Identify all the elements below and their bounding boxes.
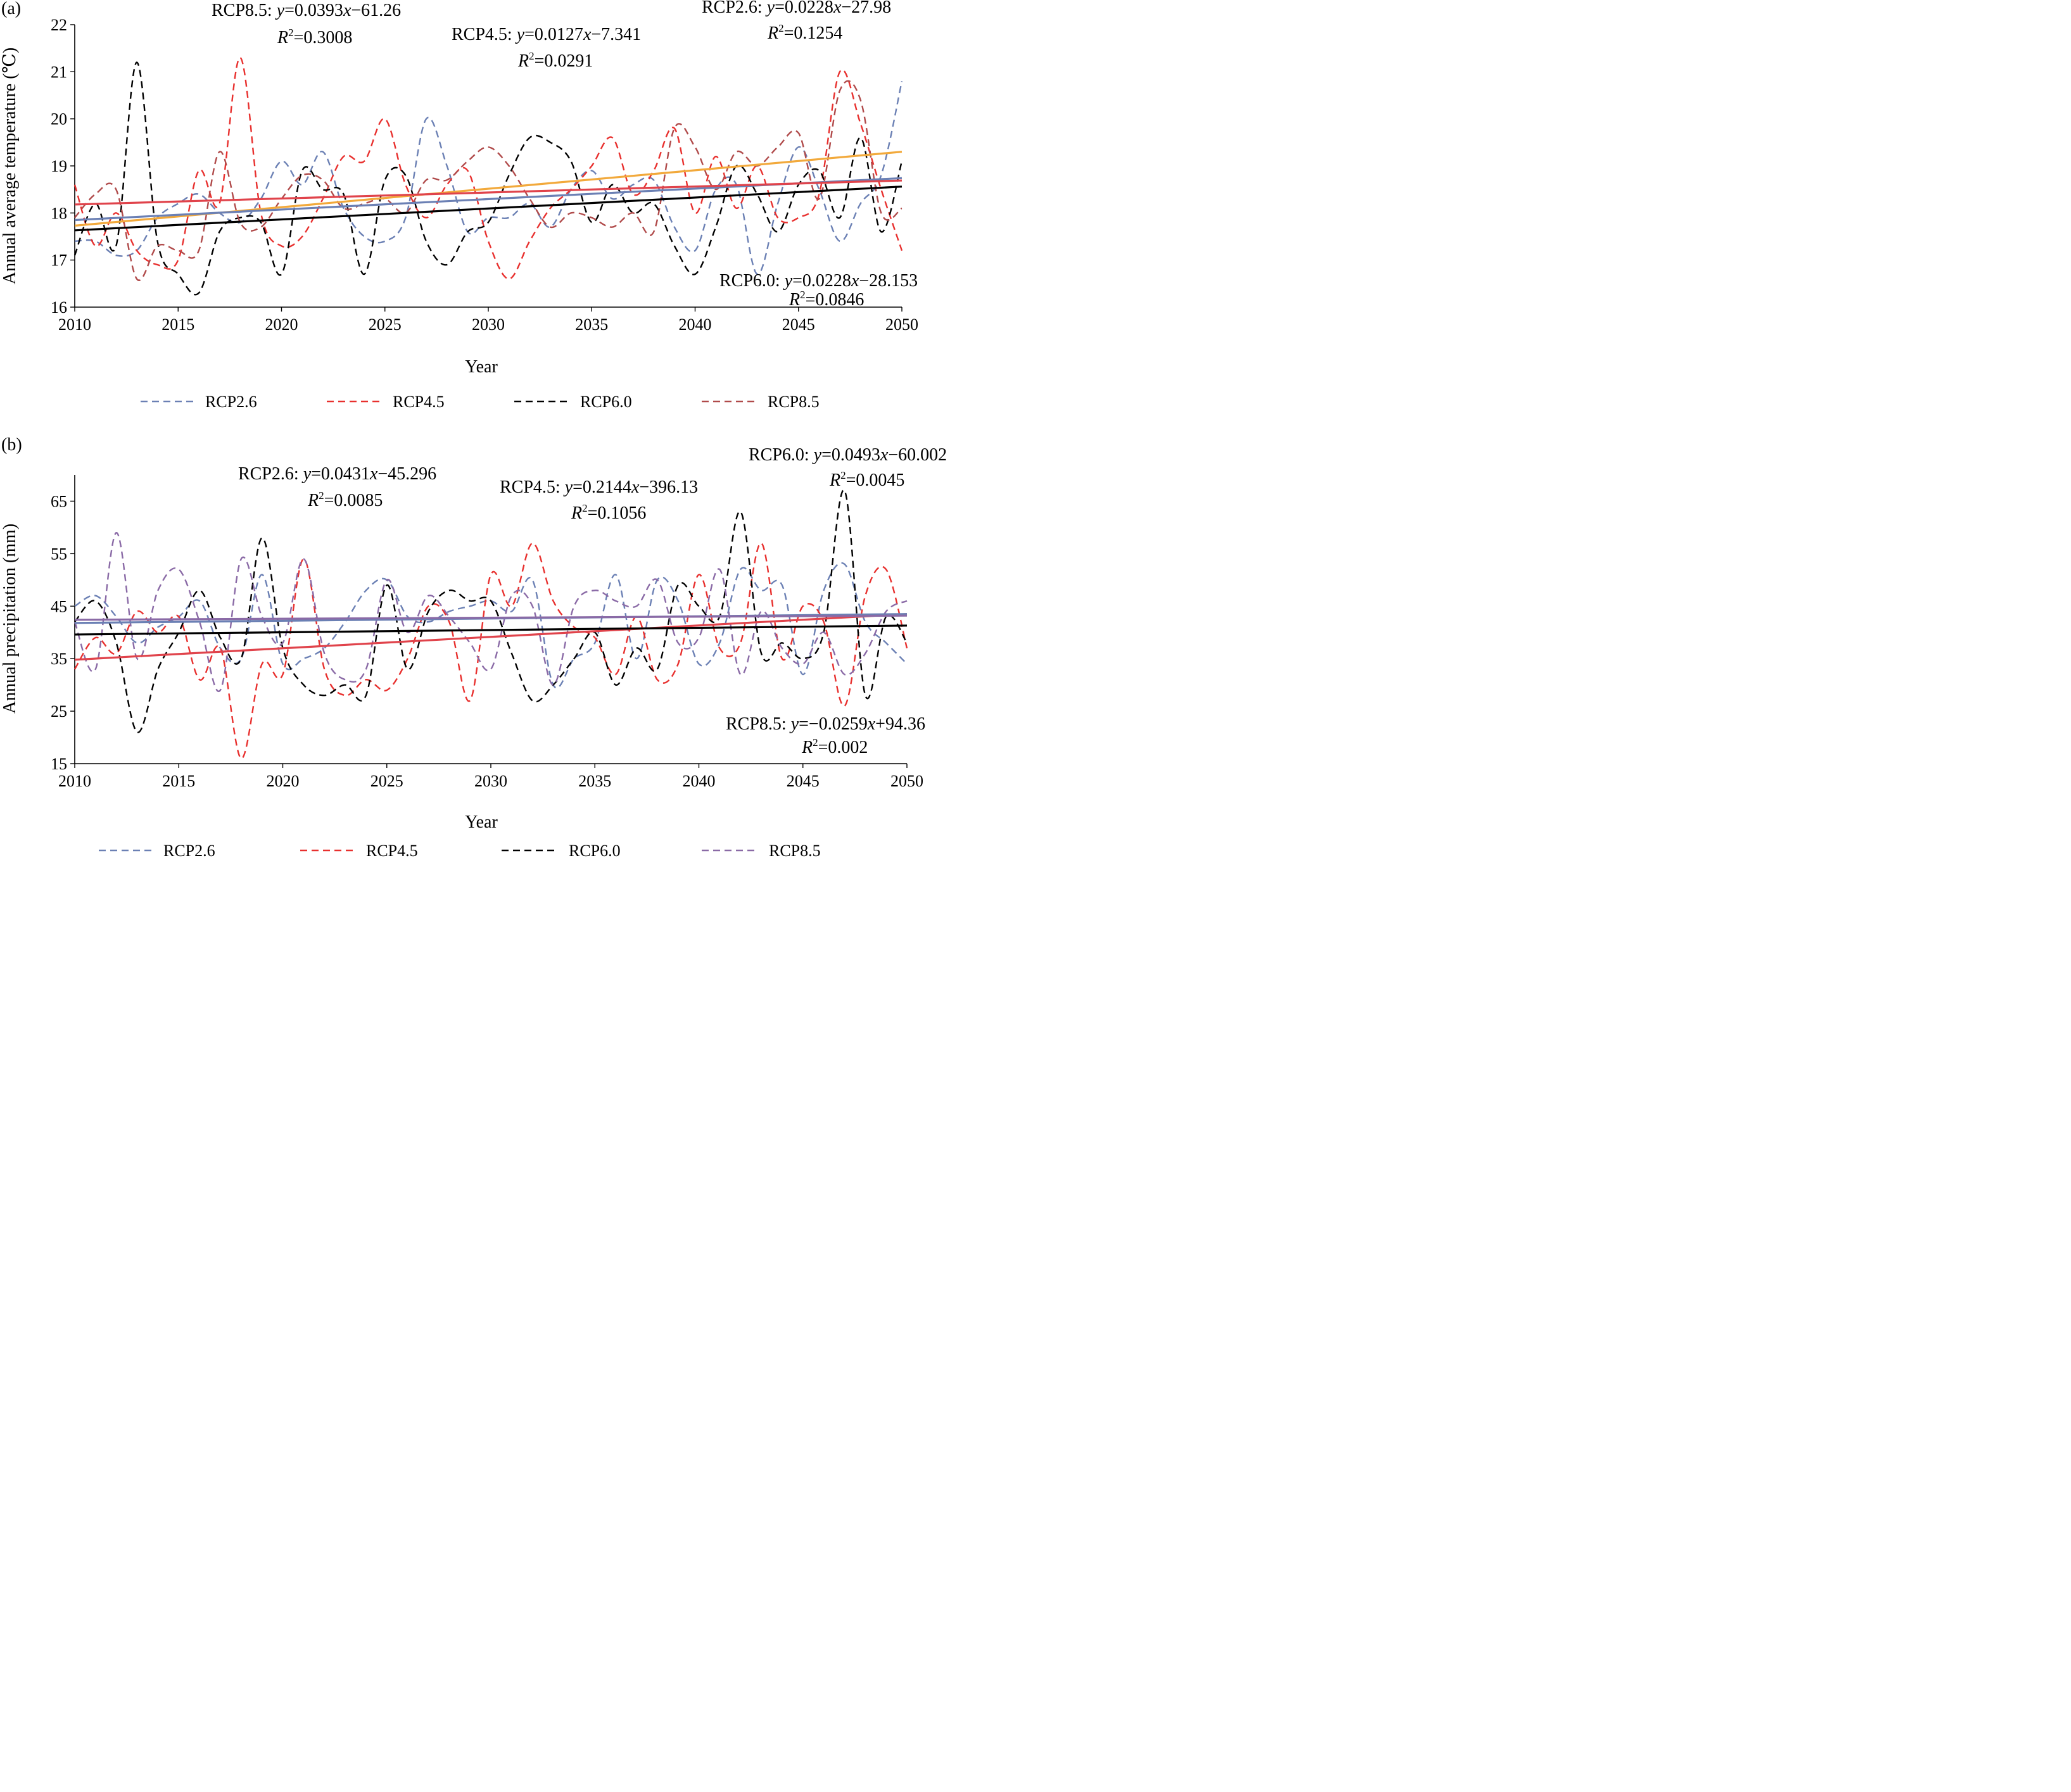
panel-a-ytick-label: 19 [51, 157, 67, 175]
panel-a-legend: RCP2.6 RCP4.5 RCP6.0 RCP8.5 [141, 393, 820, 411]
r2-value: =0.3008 [294, 28, 353, 47]
panel-b-xtick-label: 2025 [370, 772, 403, 790]
legend-item-rcp85: RCP8.5 [702, 393, 820, 411]
panel-b-trend-rcp45 [74, 613, 908, 661]
panel-b-series-rcp60 [74, 489, 908, 733]
panel-b-series-rcp26 [74, 562, 908, 689]
panel-b-r2-rcp45: R2=0.1056 [571, 502, 646, 523]
panel-b-xtick-label: 2040 [683, 772, 716, 790]
panel-a-eq-rcp26: RCP2.6: y=0.0228x−27.98 [702, 0, 891, 17]
panel-b-r2-rcp26: R2=0.0085 [307, 489, 383, 510]
panel-a-ytick-label: 21 [51, 63, 67, 81]
panel-b-ytick-label: 25 [51, 702, 67, 721]
eq-slope: =0.0393 [284, 1, 343, 20]
legend-label-rcp45: RCP4.5 [366, 842, 418, 860]
panel-a-xlabel: Year [465, 357, 498, 377]
panel-a-axes: 16 17 18 19 20 21 22 2010 2015 2020 2025 2030 2035 20… [51, 16, 918, 334]
eq-x: x [343, 1, 352, 20]
panel-a-eq-rcp45: RCP4.5: y=0.0127x−7.341 [452, 25, 641, 44]
panel-b-r2-rcp85: R2=0.002 [801, 736, 868, 757]
legend-label-rcp60: RCP6.0 [569, 842, 621, 860]
legend-label-rcp85: RCP8.5 [768, 393, 820, 411]
panel-a-ytick-label: 16 [51, 298, 67, 317]
panel-b-trendlines [74, 613, 908, 661]
panel-b-xlabel: Year [465, 812, 498, 832]
panel-a-trend-rcp45 [74, 179, 902, 206]
legend-item-rcp85: RCP8.5 [702, 842, 821, 860]
panel-a-eq-rcp60: RCP6.0: y=0.0228x−28.153 [719, 271, 918, 291]
panel-a-temperature: (a) Annual average temperature (℃) Year … [0, 0, 918, 411]
panel-a-ytick-label: 17 [51, 251, 67, 270]
panel-b-eq-rcp85: RCP8.5: y=−0.0259x+94.36 [726, 714, 925, 734]
panel-a-xtick-label: 2020 [265, 315, 298, 334]
eq-intercept: −61.26 [351, 1, 401, 20]
panel-b-xtick-label: 2030 [474, 772, 507, 790]
panel-b-trend-rcp60 [74, 624, 908, 636]
legend-label-rcp26: RCP2.6 [205, 393, 257, 411]
legend-label-rcp60: RCP6.0 [580, 393, 632, 411]
legend-label-rcp26: RCP2.6 [163, 842, 215, 860]
legend-label-rcp45: RCP4.5 [393, 393, 445, 411]
legend-item-rcp26: RCP2.6 [141, 393, 257, 411]
panel-a-trendlines [74, 151, 902, 232]
panel-a-label: (a) [1, 0, 21, 18]
panel-b-eq-rcp45: RCP4.5: y=0.2144x−396.13 [500, 477, 698, 497]
panel-a-r2-rcp60: R2=0.0846 [788, 289, 864, 310]
legend-item-rcp45: RCP4.5 [300, 842, 418, 860]
panel-b-axes: 15 25 35 45 55 65 2010 2015 2020 2025 2030 2035 2040… [51, 475, 923, 790]
panel-a-series-rcp45 [73, 56, 903, 280]
panel-a-series-rcp60 [73, 61, 903, 296]
panel-b-eq-rcp26: RCP2.6: y=0.0431x−45.296 [238, 464, 436, 484]
panel-b-xtick-label: 2010 [58, 772, 91, 790]
panel-b-series-rcp85 [73, 531, 908, 693]
panel-a-xtick-label: 2030 [472, 315, 505, 334]
panel-a-series-rcp26 [74, 80, 903, 275]
panel-b-xtick-label: 2020 [267, 772, 300, 790]
panel-b-label: (b) [1, 435, 22, 455]
panel-b-ytick-label: 55 [51, 545, 67, 563]
panel-a-ytick-label: 22 [51, 16, 67, 34]
panel-a-xtick-label: 2040 [679, 315, 712, 334]
panel-a-r2-rcp26: R2=0.1254 [767, 22, 842, 43]
panel-b-eq-rcp60: RCP6.0: y=0.0493x−60.002 [749, 445, 947, 465]
panel-b-ylabel: Annual precipitation (mm) [0, 524, 20, 714]
panel-a-xtick-label: 2045 [782, 315, 815, 334]
panel-b-series-rcp45 [73, 542, 908, 759]
eq-y: y [275, 1, 285, 20]
panel-a-ytick-label: 20 [51, 110, 67, 129]
panel-a-eq-rcp85: RCP8.5: y=0.0393x−61.26 [212, 1, 401, 20]
panel-a-xtick-label: 2035 [575, 315, 608, 334]
legend-item-rcp26: RCP2.6 [99, 842, 215, 860]
legend-label-rcp85: RCP8.5 [769, 842, 821, 860]
panel-b-ytick-label: 15 [51, 755, 67, 773]
panel-b-xtick-label: 2045 [787, 772, 820, 790]
panel-b-xtick-label: 2050 [890, 772, 923, 790]
legend-item-rcp45: RCP4.5 [327, 393, 445, 411]
panel-b-r2-rcp60: R2=0.0045 [829, 469, 904, 490]
legend-item-rcp60: RCP6.0 [514, 393, 632, 411]
panel-a-ytick-label: 18 [51, 204, 67, 222]
panel-a-xtick-label: 2050 [885, 315, 918, 334]
panel-b-ytick-label: 65 [51, 492, 67, 510]
eq-label: RCP8.5: [212, 1, 277, 20]
panel-a-series [73, 56, 903, 296]
panel-b-precipitation: (b) Annual precipitation (mm) Year 15 25 3… [0, 435, 947, 860]
panel-a-series-rcp85 [74, 80, 902, 281]
chart-figure: (a) Annual average temperature (℃) Year … [0, 0, 947, 860]
legend-item-rcp60: RCP6.0 [502, 842, 621, 860]
panel-a-ylabel: Annual average temperature (℃) [0, 47, 20, 284]
panel-a-r2-rcp45: R2=0.0291 [517, 50, 593, 71]
panel-b-ytick-label: 45 [51, 597, 67, 615]
panel-b-xtick-label: 2035 [578, 772, 611, 790]
panel-a-trend-rcp60 [74, 186, 902, 232]
panel-a-xtick-label: 2025 [369, 315, 402, 334]
panel-a-xtick-label: 2015 [162, 315, 194, 334]
panel-b-ytick-label: 35 [51, 650, 67, 668]
panel-a-xtick-label: 2010 [58, 315, 91, 334]
panel-b-xtick-label: 2015 [162, 772, 195, 790]
panel-b-legend: RCP2.6 RCP4.5 RCP6.0 RCP8.5 [99, 842, 821, 860]
panel-a-r2-rcp85: R2=0.3008 [277, 27, 352, 47]
panel-b-trend-rcp85 [74, 614, 908, 621]
